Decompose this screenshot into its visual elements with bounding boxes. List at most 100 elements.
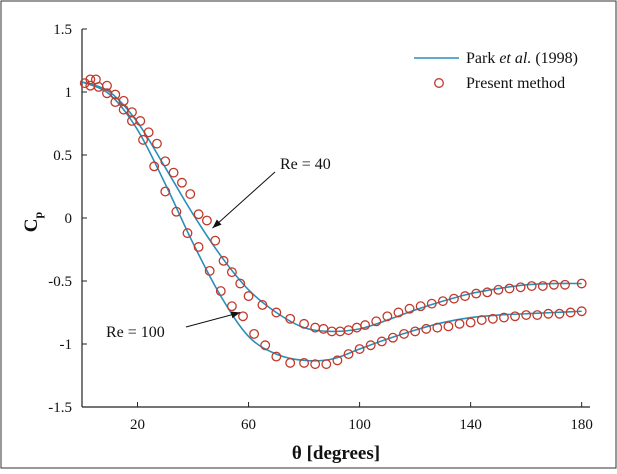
series-3-point	[354, 344, 365, 354]
series-3-point	[271, 351, 282, 362]
x-tick-label: 140	[459, 417, 482, 433]
series-3-point	[521, 310, 532, 320]
series-3-point	[102, 88, 112, 99]
series-2-point	[185, 189, 196, 200]
series-3-point	[299, 357, 310, 368]
series-2-point	[426, 298, 437, 309]
series-2-point	[560, 279, 570, 290]
series-2-point	[143, 127, 154, 138]
series-3-point	[410, 326, 421, 337]
series-3-point	[465, 317, 476, 328]
series-2-point	[360, 320, 371, 331]
series-3-point	[443, 321, 454, 332]
series-2-point	[271, 307, 282, 318]
series-2-point	[437, 296, 448, 307]
series-2-point	[460, 291, 471, 302]
x-tick-label: 100	[348, 417, 371, 433]
series-3-point	[321, 359, 332, 370]
series-3-point	[249, 328, 260, 339]
series-2-point	[371, 316, 382, 327]
annotation-re100-arrowhead	[230, 311, 241, 319]
series-3-point	[365, 340, 376, 351]
series-3-point	[554, 308, 565, 319]
series-2-point	[471, 288, 482, 299]
series-3-point	[260, 340, 271, 351]
series-2-point	[257, 299, 268, 310]
series-2-point	[526, 281, 537, 291]
legend: Park et al. (1998) Present method	[414, 50, 578, 92]
legend-line-label-pre: Park	[466, 50, 499, 67]
series-3-point	[160, 186, 171, 197]
annotation-re40-label: Re = 40	[280, 156, 331, 173]
annotation-re40: Re = 40	[212, 156, 331, 229]
y-axis-title-text: Cp	[21, 211, 45, 232]
annotation-re40-arrow	[212, 171, 276, 229]
y-tick-label: -0.5	[48, 274, 72, 290]
series-3-point	[576, 306, 587, 317]
series-2-point	[576, 278, 587, 289]
y-ticks: 1.5 1 0.5 0 -0.5 -1 -1.5	[48, 22, 87, 416]
series-3-point	[138, 134, 149, 145]
series-3-point	[421, 323, 432, 334]
series-3-point	[193, 242, 204, 252]
y-tick-label: 0.5	[53, 148, 72, 164]
y-tick-label: -1	[60, 337, 73, 353]
series-3-point	[343, 349, 354, 360]
series-3-point	[565, 307, 576, 318]
series-2-point	[85, 74, 96, 85]
legend-marker-label: Present method	[466, 75, 565, 92]
series-2-point	[176, 177, 187, 188]
series-2-point	[299, 318, 310, 329]
series-2-point	[493, 284, 504, 295]
x-tick-label: 60	[241, 417, 256, 433]
series-3-point	[110, 97, 121, 108]
annotation-re100-arrow	[185, 312, 241, 328]
series-3-point	[149, 161, 160, 172]
series-2-point	[393, 307, 404, 318]
series-2-point	[404, 303, 415, 314]
annotation-re40-arrowhead	[212, 219, 222, 229]
y-tick-label: 0	[65, 211, 73, 227]
series-3-point	[387, 332, 398, 343]
y-tick-label: -1.5	[48, 400, 72, 416]
series-2-point	[415, 301, 426, 312]
y-axis-title-main: C	[21, 218, 42, 232]
series-2-point	[382, 311, 393, 322]
series-3-point	[543, 308, 554, 319]
series-3-point	[532, 310, 543, 320]
y-axis-title: Cp	[21, 211, 45, 232]
series-3-point	[238, 311, 248, 322]
series-3-point	[399, 328, 409, 339]
series-2-point	[285, 313, 296, 324]
series-3-point	[118, 104, 129, 115]
x-axis-title: θ [degrees]	[292, 443, 380, 464]
series-3-point	[498, 312, 509, 323]
series-2-point	[226, 267, 237, 278]
x-tick-label: 20	[130, 417, 145, 433]
y-tick-label: 1.5	[53, 22, 72, 38]
series-2-point	[515, 282, 526, 293]
series-2-point	[504, 283, 515, 294]
series-2-point	[548, 279, 559, 290]
series-3-point	[510, 311, 520, 322]
series-line-1	[81, 81, 582, 362]
series-3-point	[454, 318, 465, 329]
series-3-point	[332, 355, 343, 366]
series-2-point	[201, 215, 212, 226]
series-2-point	[235, 278, 246, 289]
series-layer	[79, 74, 587, 370]
y-axis-title-sub: p	[31, 211, 45, 218]
series-2-point	[210, 235, 221, 246]
series-3-point	[127, 116, 137, 126]
x-tick-label: 180	[570, 417, 593, 433]
series-2-point	[243, 291, 254, 302]
series-2-point	[168, 167, 179, 178]
series-3-point	[310, 359, 321, 370]
series-2-point	[160, 156, 171, 167]
legend-line-label-post: (1998)	[531, 50, 578, 67]
series-2-point	[482, 287, 493, 298]
series-3-point	[432, 322, 443, 333]
